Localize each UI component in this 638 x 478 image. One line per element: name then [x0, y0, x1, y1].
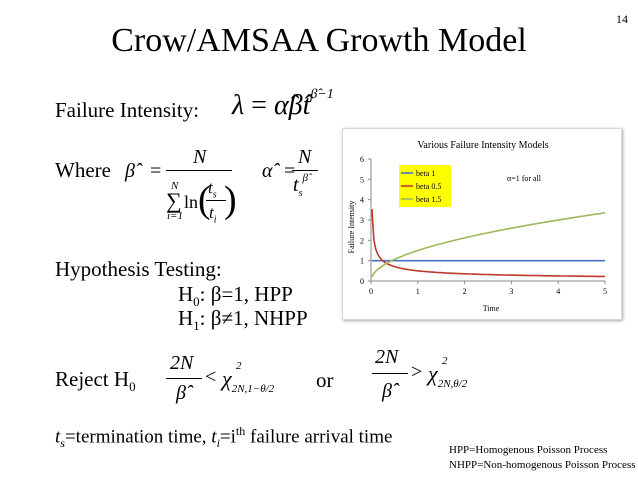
alpha-denominator: tsβ̂	[293, 172, 308, 199]
chart-title: Various Failure Intensity Models	[417, 140, 548, 151]
time-variable: t	[302, 90, 311, 121]
x-axis-label: Time	[483, 304, 500, 313]
reject-den-2: β̂	[382, 380, 392, 402]
failure-intensity-label: Failure Intensity:	[55, 98, 200, 122]
y-tick-label: 2	[360, 236, 364, 245]
greater-than: >	[411, 361, 423, 383]
alpha-equals: =	[284, 160, 296, 182]
alpha-fraction-bar	[292, 170, 318, 171]
series-line-beta-1_5	[371, 212, 606, 278]
y-axis-label: Failure Intensity	[347, 201, 356, 254]
series-line-beta-0_5	[371, 209, 606, 278]
chi-squared-upper: χ 2 2N,θ/2	[428, 355, 468, 390]
slide-title: Crow/AMSAA Growth Model	[111, 22, 527, 59]
legend-label: beta 0.5	[416, 182, 441, 191]
reject-num-1: 2N	[170, 352, 194, 374]
y-tick-label: 6	[360, 155, 364, 164]
reject-den-1: β̂	[176, 382, 186, 404]
less-than: <	[205, 366, 217, 388]
legend-label: beta 1.5	[416, 195, 441, 204]
x-tick-label: 2	[463, 287, 467, 296]
chart-svg: Various Failure Intensity Models Failure…	[347, 140, 607, 313]
page-number: 14	[616, 12, 628, 26]
beta-numerator: N	[193, 146, 207, 168]
footnote-hpp: HPP=Homogenous Poisson Process	[449, 444, 608, 456]
or-word: or	[316, 368, 334, 392]
beta-hat-symbol: β̂	[125, 160, 135, 182]
reject-fraction-bar-2	[372, 373, 408, 374]
sum-lower-limit: i=1	[167, 210, 183, 222]
y-tick-label: 3	[360, 216, 364, 225]
equals-sign: =	[251, 90, 267, 121]
beta-hat: β̂	[288, 90, 303, 121]
legend-label: beta 1	[416, 169, 435, 178]
y-tick-label: 1	[360, 257, 364, 266]
footnote-nhpp: NHPP=Non-homogenous Poisson Process	[449, 459, 636, 471]
ln-symbol: ln	[184, 192, 199, 212]
alpha-hat-symbol: α̂	[262, 160, 273, 182]
paren-right: )	[224, 179, 237, 221]
failure-intensity-chart: Various Failure Intensity Models Failure…	[342, 128, 622, 320]
chart-axes: 0 1 2 3 4 5 6 0 1 2 3 4 5	[360, 155, 607, 296]
ts-numerator: ts	[208, 178, 217, 201]
x-tick-label: 5	[603, 287, 607, 296]
chart-series	[371, 209, 606, 278]
failure-intensity-formula: λ = α̂β̂tβ̂−1	[232, 86, 334, 122]
exponent: β̂−1	[310, 86, 334, 102]
y-tick-label: 5	[360, 175, 364, 184]
chart-annotation: α=1 for all	[507, 174, 542, 183]
chi-squared-lower: χ 2 2N,1−θ/2	[222, 360, 275, 395]
sum-symbol: ∑	[166, 188, 182, 213]
lambda-symbol: λ	[232, 90, 245, 121]
ti-denominator: ti	[209, 203, 217, 226]
chart-legend: beta 1 beta 0.5 beta 1.5	[399, 165, 451, 207]
h1-line: H1: β≠1, NHPP	[178, 306, 308, 334]
h0-line: H0: β=1, HPP	[178, 282, 293, 310]
where-label: Where	[55, 158, 111, 182]
beta-equals: =	[150, 160, 162, 182]
reject-label: Reject H0	[55, 367, 136, 395]
time-definition: ts=termination time, ti=ith failure arri…	[55, 424, 393, 451]
hypothesis-label: Hypothesis Testing:	[55, 257, 222, 281]
sum-upper-limit: N	[171, 180, 179, 192]
x-tick-label: 1	[416, 287, 420, 296]
reject-fraction-bar-1	[166, 378, 202, 379]
reject-num-2: 2N	[375, 346, 399, 368]
x-tick-label: 4	[556, 287, 560, 296]
alpha-numerator: N	[298, 146, 312, 168]
x-tick-label: 3	[509, 287, 513, 296]
ratio-bar	[206, 200, 226, 201]
beta-fraction-bar	[166, 170, 232, 171]
alpha-hat: α̂	[273, 90, 289, 121]
x-tick-label: 0	[369, 287, 373, 296]
paren-left: (	[198, 179, 211, 221]
y-tick-label: 4	[360, 196, 364, 205]
y-tick-label: 0	[360, 277, 364, 286]
